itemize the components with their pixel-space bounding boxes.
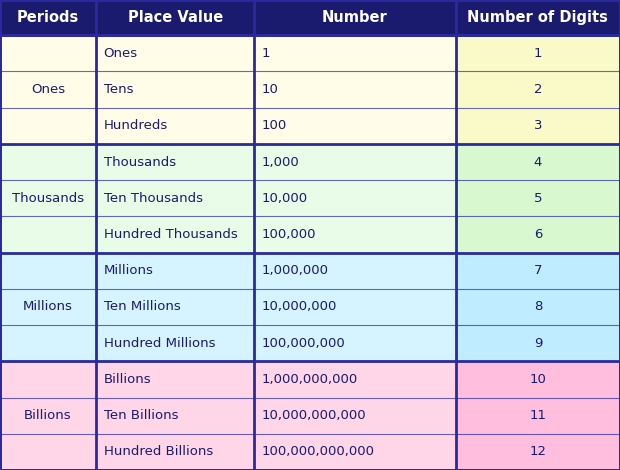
Bar [254,71,456,108]
Bar [456,35,620,71]
Bar [254,180,456,216]
Bar [96,325,254,361]
Bar [456,0,620,35]
Text: Hundreds: Hundreds [104,119,168,133]
Text: 7: 7 [534,264,542,277]
Text: 10,000,000: 10,000,000 [262,300,337,313]
Text: 12: 12 [529,446,546,458]
Bar [0,289,96,325]
Bar [254,35,456,71]
Bar [254,253,456,289]
Bar [96,144,254,180]
Bar [0,398,96,434]
Bar [456,253,620,289]
Text: Ones: Ones [104,47,138,60]
Bar [0,108,96,144]
Bar [0,180,96,216]
Bar [456,325,620,361]
Bar [96,0,254,35]
Text: 6: 6 [534,228,542,241]
Bar [254,361,456,398]
Bar [0,71,96,108]
Bar [96,253,254,289]
Bar [0,216,96,253]
Bar [254,289,456,325]
Text: Millions: Millions [23,300,73,313]
Bar [0,35,96,71]
Bar [254,398,456,434]
Text: 1,000,000: 1,000,000 [262,264,329,277]
Bar [456,398,620,434]
Bar [0,0,96,35]
Text: 10,000: 10,000 [262,192,308,205]
Bar [96,361,254,398]
Text: Hundred Thousands: Hundred Thousands [104,228,237,241]
Bar [96,180,254,216]
Bar [456,361,620,398]
Text: Millions: Millions [104,264,153,277]
Bar [96,216,254,253]
Bar [96,35,254,71]
Text: 10,000,000,000: 10,000,000,000 [262,409,366,422]
Bar [96,108,254,144]
Bar [254,108,456,144]
Bar [96,398,254,434]
Text: 1: 1 [534,47,542,60]
Text: Ones: Ones [31,83,65,96]
Bar [96,71,254,108]
Text: 8: 8 [534,300,542,313]
Text: Billions: Billions [24,409,72,422]
Bar [456,216,620,253]
Text: Hundred Billions: Hundred Billions [104,446,213,458]
Text: 100,000: 100,000 [262,228,316,241]
Bar [254,144,456,180]
Text: 100,000,000: 100,000,000 [262,337,345,350]
Text: 10: 10 [529,373,546,386]
Text: 4: 4 [534,156,542,169]
Text: 11: 11 [529,409,546,422]
Text: 1: 1 [262,47,270,60]
Bar [456,180,620,216]
Text: Tens: Tens [104,83,133,96]
Text: Periods: Periods [17,10,79,25]
Text: 1,000,000,000: 1,000,000,000 [262,373,358,386]
Bar [254,325,456,361]
Bar [254,434,456,470]
Text: 100,000,000,000: 100,000,000,000 [262,446,374,458]
Text: Billions: Billions [104,373,151,386]
Text: 5: 5 [534,192,542,205]
Text: Number of Digits: Number of Digits [467,10,608,25]
Text: Ten Millions: Ten Millions [104,300,180,313]
Text: Ten Thousands: Ten Thousands [104,192,203,205]
Text: Number: Number [322,10,388,25]
Text: Thousands: Thousands [104,156,175,169]
Bar [456,144,620,180]
Text: Ten Billions: Ten Billions [104,409,178,422]
Text: Place Value: Place Value [128,10,223,25]
Text: Thousands: Thousands [12,192,84,205]
Text: 1,000: 1,000 [262,156,299,169]
Text: 3: 3 [534,119,542,133]
Bar [0,144,96,180]
Bar [0,325,96,361]
Text: 2: 2 [534,83,542,96]
Text: 9: 9 [534,337,542,350]
Bar [456,71,620,108]
Text: Hundred Millions: Hundred Millions [104,337,215,350]
Bar [96,434,254,470]
Bar [0,253,96,289]
Bar [254,216,456,253]
Bar [456,289,620,325]
Bar [96,289,254,325]
Text: 10: 10 [262,83,278,96]
Bar [456,434,620,470]
Bar [456,108,620,144]
Text: 100: 100 [262,119,287,133]
Bar [0,434,96,470]
Bar [254,0,456,35]
Bar [0,361,96,398]
